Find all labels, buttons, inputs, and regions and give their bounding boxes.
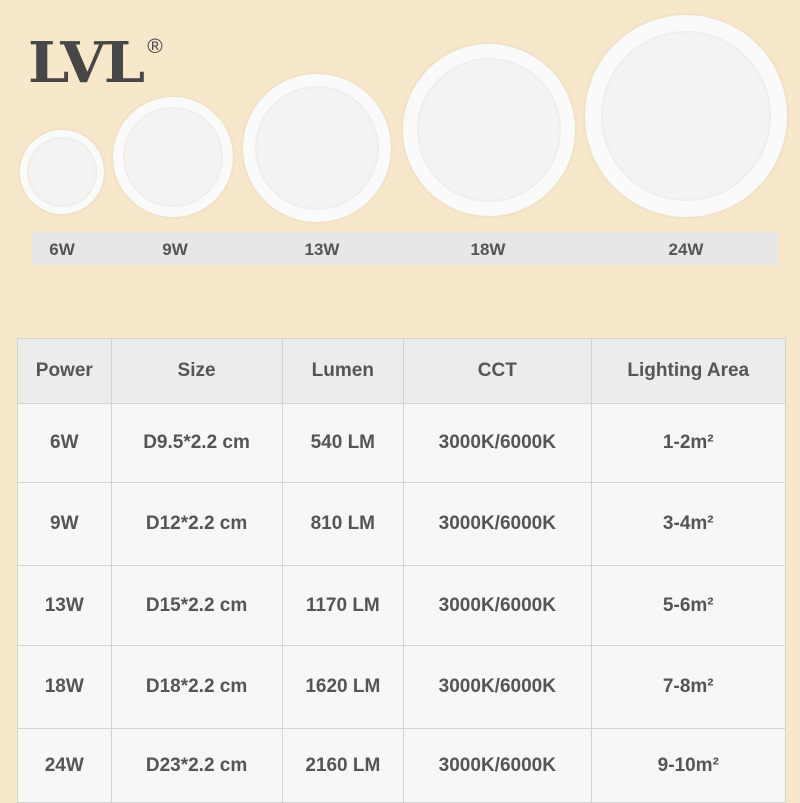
table-row: 9W D12*2.2 cm 810 LM 3000K/6000K 3-4m² — [17, 482, 787, 566]
header-lighting-area: Lighting Area — [590, 338, 787, 404]
table-cell: 18W — [17, 645, 112, 729]
table-cell: 3-4m² — [590, 482, 787, 566]
table-cell: D18*2.2 cm — [110, 645, 283, 729]
table-cell: 9W — [17, 482, 112, 566]
table-cell: D15*2.2 cm — [110, 565, 283, 646]
table-cell: 6W — [17, 403, 112, 483]
table-cell: 7-8m² — [590, 645, 787, 729]
table-cell: 3000K/6000K — [403, 403, 592, 483]
brand-logo: LVL ® — [28, 30, 163, 96]
label-band — [32, 232, 778, 265]
table-cell: D12*2.2 cm — [110, 482, 283, 566]
product-label: 9W — [162, 240, 188, 259]
table-cell: 3000K/6000K — [403, 482, 592, 566]
lamp-6w-image — [20, 130, 104, 214]
table-cell: 1170 LM — [281, 565, 405, 646]
table-cell: 24W — [17, 728, 112, 803]
spec-table: Power Size Lumen CCT Lighting Area 6W D9.… — [17, 338, 787, 803]
lamp-9w-image — [113, 97, 233, 217]
product-label: 24W — [668, 240, 704, 259]
table-cell: 3000K/6000K — [403, 728, 592, 803]
table-cell: 3000K/6000K — [403, 565, 592, 646]
table-cell: D9.5*2.2 cm — [110, 403, 283, 483]
table-cell: D23*2.2 cm — [110, 728, 283, 803]
header-cct: CCT — [403, 338, 592, 404]
table-row: 24W D23*2.2 cm 2160 LM 3000K/6000K 9-10m² — [17, 728, 787, 803]
lamp-13w-image — [243, 74, 391, 222]
table-cell: 540 LM — [281, 403, 405, 483]
table-cell: 2160 LM — [281, 728, 405, 803]
logo-text: LVL — [28, 30, 145, 96]
table-row: 13W D15*2.2 cm 1170 LM 3000K/6000K 5-6m² — [17, 565, 787, 646]
table-cell: 1-2m² — [590, 403, 787, 483]
lamp-24w-image — [585, 15, 787, 217]
table-cell: 3000K/6000K — [403, 645, 592, 729]
product-label: 6W — [49, 240, 75, 259]
header-lumen: Lumen — [281, 338, 405, 404]
table-row: 6W D9.5*2.2 cm 540 LM 3000K/6000K 1-2m² — [17, 403, 787, 483]
product-label: 18W — [470, 240, 506, 259]
registered-mark: ® — [147, 36, 162, 58]
table-header: Power Size Lumen CCT Lighting Area — [17, 338, 787, 404]
table-cell: 9-10m² — [590, 728, 787, 803]
table-cell: 13W — [17, 565, 112, 646]
table-row: 18W D18*2.2 cm 1620 LM 3000K/6000K 7-8m² — [17, 645, 787, 729]
product-label: 13W — [304, 240, 340, 259]
table-cell: 810 LM — [281, 482, 405, 566]
lamp-18w-image — [403, 44, 575, 216]
header-size: Size — [110, 338, 283, 404]
header-power: Power — [17, 338, 112, 404]
table-cell: 5-6m² — [590, 565, 787, 646]
table-cell: 1620 LM — [281, 645, 405, 729]
